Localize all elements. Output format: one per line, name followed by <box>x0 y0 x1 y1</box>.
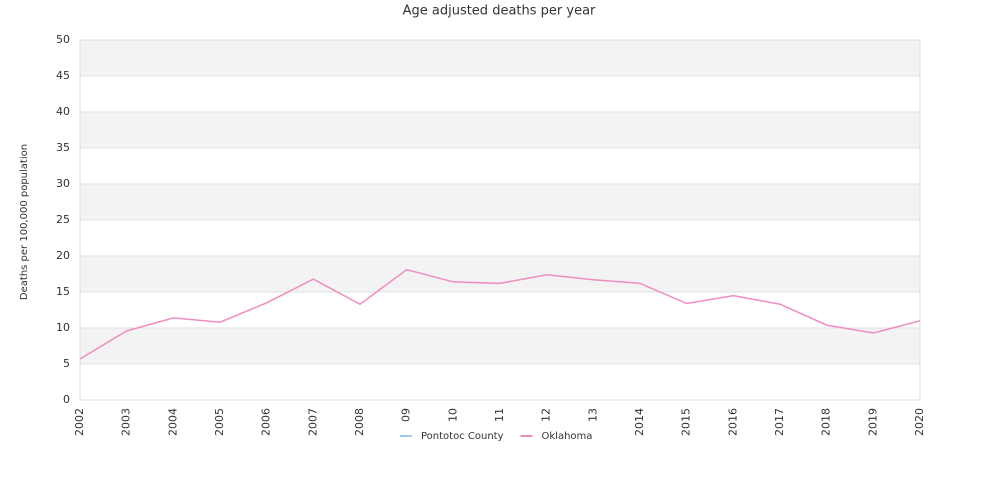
x-tick-label: 13 <box>586 408 599 422</box>
y-tick-label: 15 <box>56 285 70 298</box>
x-tick-label: 2019 <box>866 408 879 436</box>
y-tick-label: 5 <box>63 357 70 370</box>
x-tick-label: 09 <box>400 408 413 422</box>
chart-title: Age adjusted deaths per year <box>403 4 596 19</box>
x-tick-label: 2008 <box>353 408 366 436</box>
x-tick-label: 2002 <box>73 408 86 436</box>
y-tick-label: 20 <box>56 249 70 262</box>
x-tick-label: 2006 <box>260 408 273 436</box>
plot-band <box>80 328 920 364</box>
plot-band <box>80 256 920 292</box>
y-tick-label: 50 <box>56 33 70 46</box>
y-axis-label: Deaths per 100,000 population <box>19 144 30 300</box>
y-tick-label: 25 <box>56 213 70 226</box>
plot-band <box>80 112 920 148</box>
x-tick-label: 2014 <box>633 408 646 436</box>
plot-border <box>79 39 921 401</box>
y-tick-label: 45 <box>56 69 70 82</box>
plot-band <box>80 184 920 220</box>
series-line <box>79 268 921 360</box>
x-tick-label: 2007 <box>306 408 319 436</box>
x-tick-label: 2005 <box>213 408 226 436</box>
plot-band <box>80 40 920 76</box>
x-tick-label: 2016 <box>726 408 739 436</box>
x-tick-label: 2018 <box>820 408 833 436</box>
x-tick-label: 2020 <box>913 408 926 436</box>
legend-label: Pontotoc County <box>421 431 504 442</box>
y-tick-label: 10 <box>56 321 70 334</box>
x-tick-label: 2003 <box>120 408 133 436</box>
x-tick-label: 12 <box>540 408 553 422</box>
y-tick-label: 35 <box>56 141 70 154</box>
x-tick-label: 2004 <box>166 408 179 436</box>
y-tick-label: 0 <box>63 393 70 406</box>
legend-label: Oklahoma <box>542 431 593 442</box>
x-tick-label: 10 <box>446 408 459 422</box>
y-tick-label: 30 <box>56 177 70 190</box>
x-tick-label: 2015 <box>680 408 693 436</box>
x-tick-label: 11 <box>493 408 506 422</box>
x-tick-label: 2017 <box>773 408 786 436</box>
y-tick-label: 40 <box>56 105 70 118</box>
